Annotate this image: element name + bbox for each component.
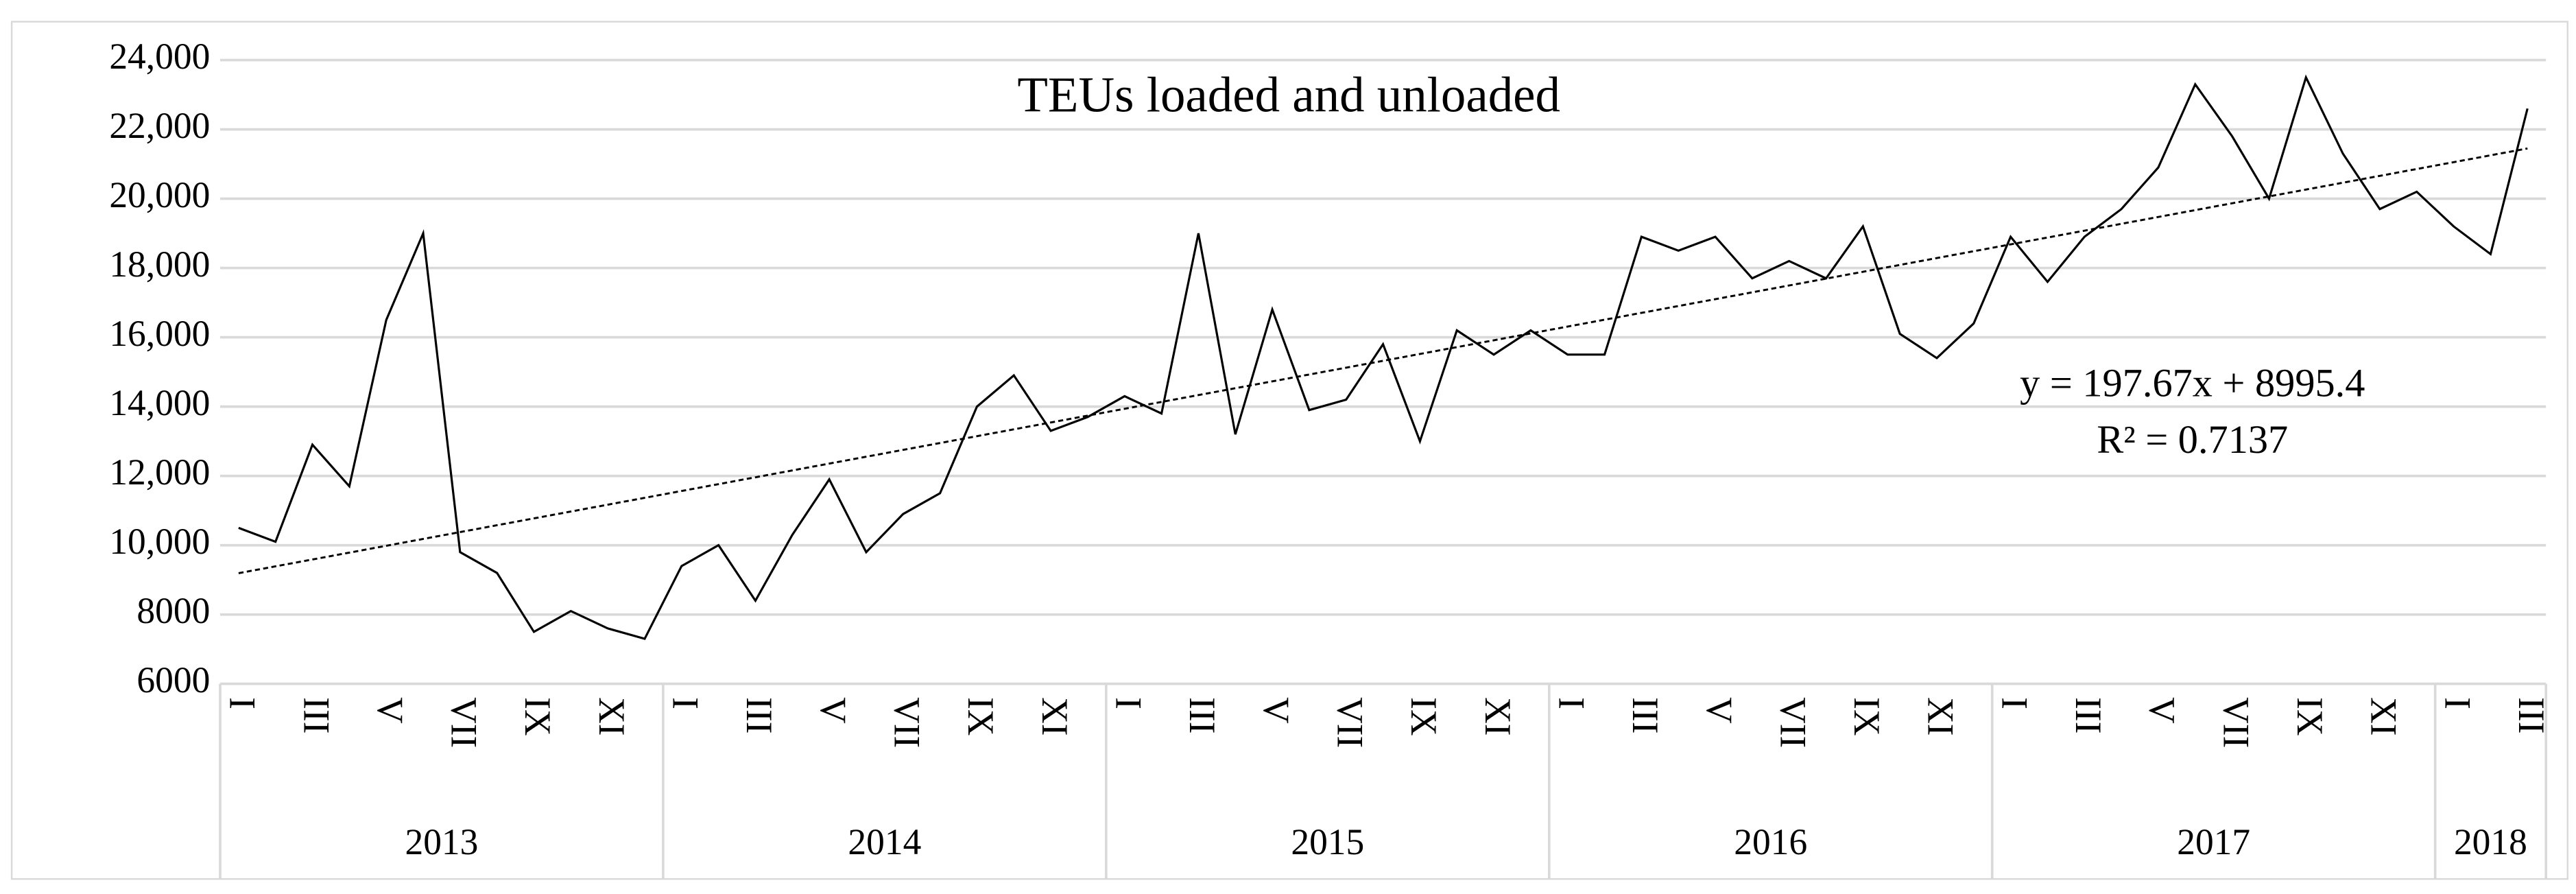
y-tick-label: 8000 <box>136 590 210 631</box>
x-tick-label: III <box>296 697 337 733</box>
x-tick-label: IX <box>1403 697 1444 736</box>
chart-title: TEUs loaded and unloaded <box>1017 67 1560 123</box>
x-tick-label: V <box>813 697 854 724</box>
x-tick-label: III <box>1625 697 1666 733</box>
y-tick-label: 22,000 <box>109 105 210 146</box>
group-label: 2018 <box>2454 821 2527 862</box>
y-tick-label: 24,000 <box>109 36 210 77</box>
x-tick-label: XI <box>591 697 632 736</box>
trend-equation: y = 197.67x + 8995.4 <box>2020 360 2365 405</box>
y-tick-label: 16,000 <box>109 313 210 354</box>
x-tick-label: VII <box>1329 697 1370 748</box>
x-tick-label: IX <box>2289 697 2330 736</box>
group-label: 2013 <box>405 821 478 862</box>
y-tick-label: 12,000 <box>109 451 210 493</box>
group-label: 2017 <box>2177 821 2250 862</box>
x-tick-label: III <box>2068 697 2109 733</box>
y-tick-label: 14,000 <box>109 382 210 423</box>
x-tick-label: XI <box>1920 697 1961 736</box>
x-tick-label: XI <box>2363 697 2405 736</box>
x-tick-label: I <box>222 697 263 709</box>
x-tick-label: VII <box>2215 697 2256 748</box>
group-label: 2016 <box>1734 821 1807 862</box>
trend-r2: R² = 0.7137 <box>2097 417 2288 462</box>
x-tick-label: XI <box>1477 697 1518 736</box>
x-tick-label: III <box>1182 697 1223 733</box>
x-tick-label: VII <box>887 697 928 748</box>
y-tick-label: 20,000 <box>109 174 210 215</box>
x-tick-label: IX <box>960 697 1001 736</box>
x-tick-label: I <box>1994 697 2035 709</box>
y-tick-label: 6000 <box>136 659 210 701</box>
x-tick-label: III <box>739 697 780 733</box>
x-tick-label: VII <box>1772 697 1813 748</box>
x-tick-label: XI <box>1034 697 1075 736</box>
x-tick-label: I <box>2437 697 2478 709</box>
x-tick-label: VII <box>444 697 485 748</box>
trend-line <box>238 147 2528 574</box>
y-tick-label: 10,000 <box>109 521 210 562</box>
y-tick-label: 18,000 <box>109 244 210 285</box>
x-tick-label: IX <box>517 697 558 736</box>
x-tick-label: IX <box>1846 697 1887 736</box>
x-tick-label: V <box>1699 697 1740 724</box>
x-tick-label: I <box>1551 697 1592 709</box>
x-tick-label: V <box>2142 697 2183 724</box>
group-label: 2015 <box>1291 821 1364 862</box>
chart-border <box>10 21 2568 880</box>
x-tick-label: V <box>1256 697 1297 724</box>
x-tick-label: I <box>1108 697 1149 709</box>
x-tick-label: I <box>665 697 706 709</box>
x-tick-label: V <box>370 697 411 724</box>
data-line <box>238 74 2529 640</box>
group-label: 2014 <box>848 821 921 862</box>
